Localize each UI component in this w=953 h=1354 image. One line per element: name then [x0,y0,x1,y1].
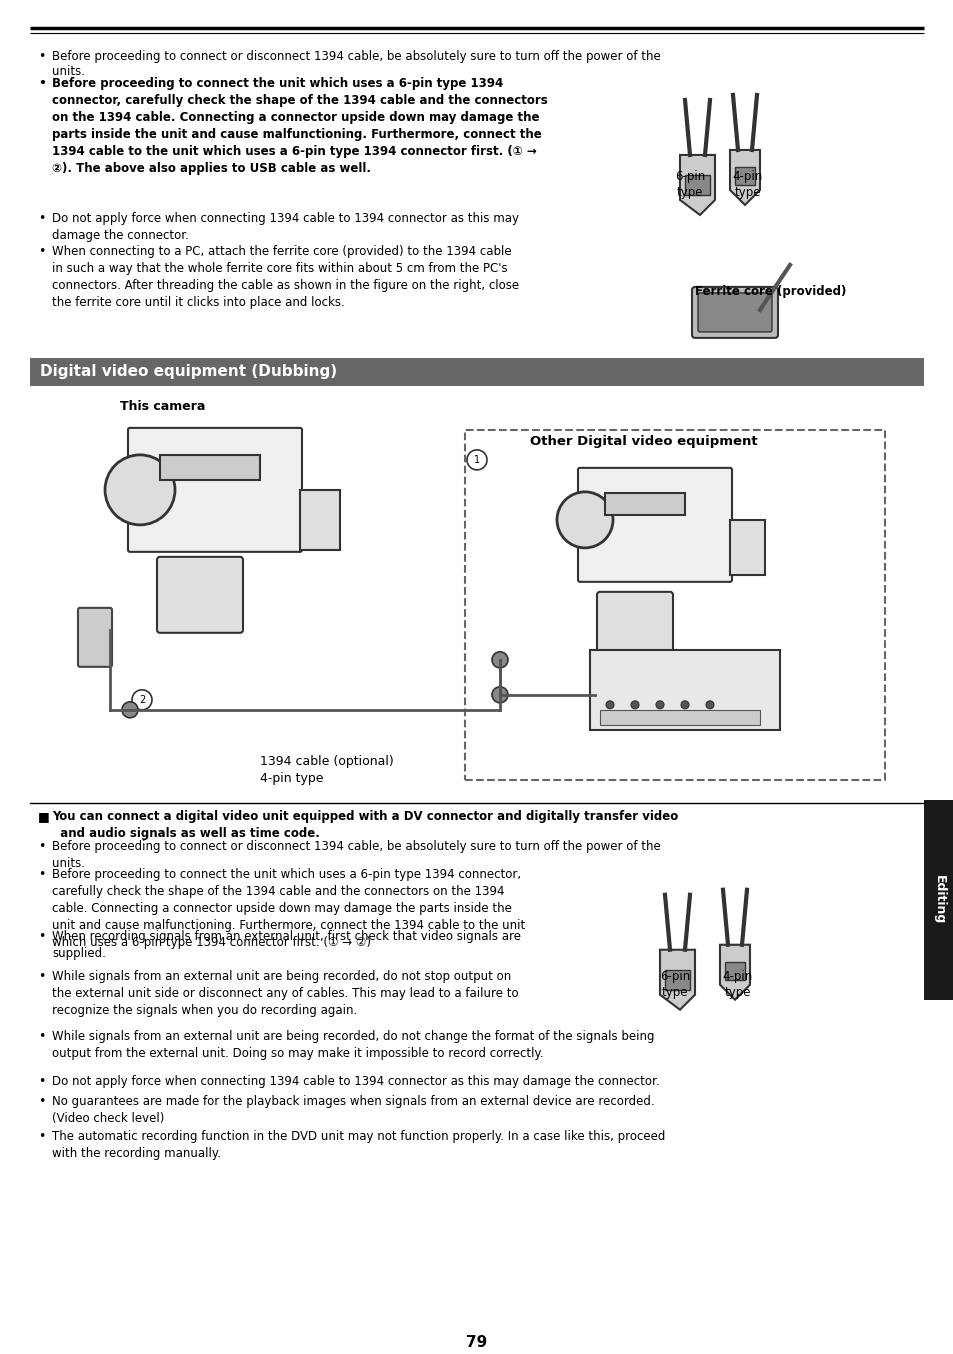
Circle shape [557,492,613,548]
Bar [160,455,260,479]
Text: This camera: This camera [120,399,205,413]
FancyBboxPatch shape [691,287,778,338]
Bar [923,800,953,999]
Text: •: • [38,50,46,64]
Text: Do not apply force when connecting 1394 cable to 1394 connector as this may dama: Do not apply force when connecting 1394 … [52,1075,659,1087]
Circle shape [656,701,663,708]
Circle shape [492,651,507,668]
Polygon shape [679,154,714,215]
Text: 6-pin
type: 6-pin type [659,969,689,999]
Text: 1: 1 [474,455,479,464]
Text: Before proceeding to connect the unit which uses a 6-pin type 1394
connector, ca: Before proceeding to connect the unit wh… [52,77,547,175]
Text: ■: ■ [38,810,50,823]
Text: 4-pin
type: 4-pin type [732,171,762,199]
Circle shape [122,701,138,718]
Text: •: • [38,1094,46,1108]
FancyBboxPatch shape [157,556,243,632]
Text: Digital video equipment (Dubbing): Digital video equipment (Dubbing) [40,364,336,379]
Text: 2: 2 [139,695,145,705]
Text: •: • [38,245,46,257]
Text: When connecting to a PC, attach the ferrite core (provided) to the 1394 cable
in: When connecting to a PC, attach the ferr… [52,245,518,309]
Bar [734,167,754,185]
Text: No guarantees are made for the playback images when signals from an external dev: No guarantees are made for the playback … [52,1094,654,1125]
Polygon shape [720,945,749,999]
Text: •: • [38,1129,46,1143]
Text: While signals from an external unit are being recorded, do not change the format: While signals from an external unit are … [52,1030,654,1060]
Bar [604,493,684,515]
Text: Before proceeding to connect the unit which uses a 6-pin type 1394 connector,
ca: Before proceeding to connect the unit wh… [52,868,525,949]
Text: 1394 cable (optional)
4-pin type: 1394 cable (optional) 4-pin type [260,754,394,785]
Text: 6-pin
type: 6-pin type [674,171,704,199]
Text: You can connect a digital video unit equipped with a DV connector and digitally : You can connect a digital video unit equ… [52,810,678,839]
Text: •: • [38,77,46,89]
Circle shape [705,701,713,708]
Text: •: • [38,1030,46,1043]
Text: Do not apply force when connecting 1394 cable to 1394 connector as this may
dama: Do not apply force when connecting 1394 … [52,213,518,242]
Text: •: • [38,930,46,942]
Text: •: • [38,213,46,225]
Text: 4-pin
type: 4-pin type [722,969,752,999]
Text: Editing: Editing [931,875,944,925]
Bar [599,709,760,724]
FancyBboxPatch shape [578,468,731,582]
Text: When recording signals from an external unit, first check that video signals are: When recording signals from an external … [52,930,520,960]
Bar [589,650,780,730]
Text: The automatic recording function in the DVD unit may not function properly. In a: The automatic recording function in the … [52,1129,664,1159]
Bar [724,961,744,980]
FancyBboxPatch shape [597,592,672,658]
Text: •: • [38,839,46,853]
Text: Before proceeding to connect or disconnect 1394 cable, be absolutely sure to tur: Before proceeding to connect or disconne… [52,50,660,79]
Text: •: • [38,969,46,983]
Polygon shape [729,150,760,204]
Text: Other Digital video equipment: Other Digital video equipment [530,435,757,448]
Circle shape [105,455,174,525]
Circle shape [680,701,688,708]
FancyBboxPatch shape [78,608,112,666]
Text: While signals from an external unit are being recorded, do not stop output on
th: While signals from an external unit are … [52,969,518,1017]
FancyBboxPatch shape [698,292,771,332]
FancyBboxPatch shape [128,428,302,552]
Bar [729,520,764,575]
Text: •: • [38,868,46,880]
Bar [664,969,689,990]
Bar [464,429,884,780]
Circle shape [605,701,614,708]
Text: Before proceeding to connect or disconnect 1394 cable, be absolutely sure to tur: Before proceeding to connect or disconne… [52,839,660,869]
Text: •: • [38,1075,46,1087]
Text: Ferrite core (provided): Ferrite core (provided) [695,284,845,298]
Bar [299,490,339,550]
Text: 79: 79 [466,1335,487,1350]
Bar [684,175,709,195]
Bar [30,357,923,386]
Polygon shape [659,949,695,1010]
Circle shape [630,701,639,708]
Circle shape [492,686,507,703]
